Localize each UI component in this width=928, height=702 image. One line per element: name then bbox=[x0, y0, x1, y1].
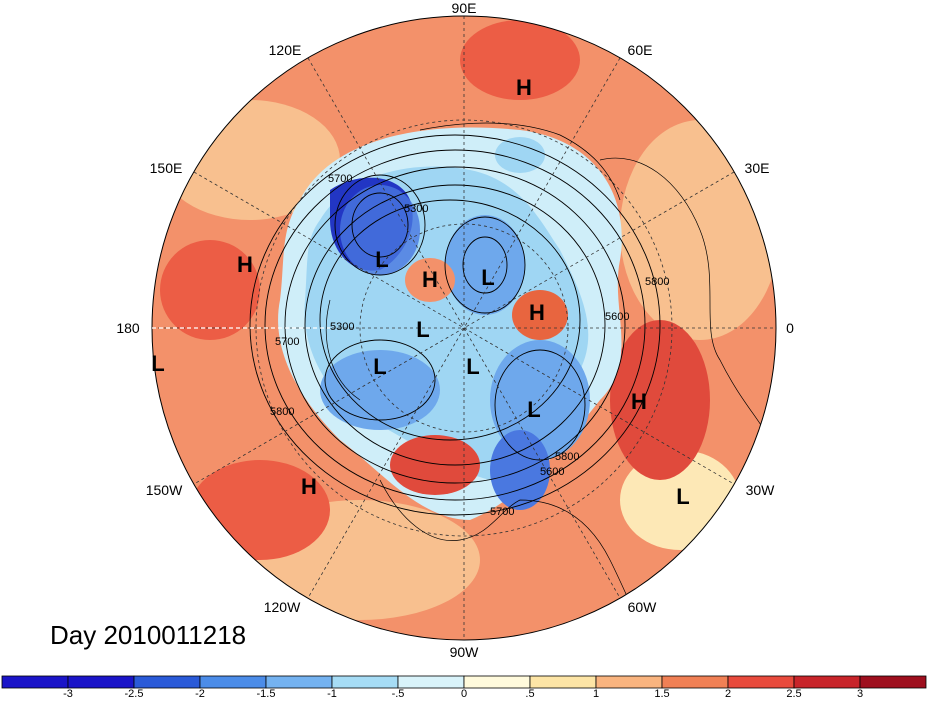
lon-label-150e: 150E bbox=[149, 160, 183, 176]
lon-label-90e: 90E bbox=[451, 0, 477, 16]
pressure-center-low: L bbox=[151, 351, 165, 376]
pressure-center-low: L bbox=[481, 265, 495, 290]
pressure-center-low: L bbox=[527, 397, 541, 422]
contour-label: 5600 bbox=[605, 311, 629, 323]
pressure-center-low: L bbox=[375, 247, 389, 272]
colorbar-segment bbox=[1, 675, 69, 689]
colorbar-tick-label: 2 bbox=[724, 688, 732, 700]
colorbar-segment bbox=[661, 675, 729, 689]
pressure-center-low: L bbox=[466, 354, 480, 379]
colorbar-segment bbox=[727, 675, 795, 689]
pressure-center-high: H bbox=[237, 252, 253, 277]
lon-label-180: 180 bbox=[116, 320, 140, 336]
contour-label: 5700 bbox=[328, 173, 352, 185]
colorbar-segment bbox=[265, 675, 333, 689]
colorbar-tick-label: -2.5 bbox=[124, 688, 144, 700]
anomaly-field bbox=[152, 16, 776, 640]
contour-label: 5300 bbox=[330, 321, 354, 333]
day-label: Day 2010011218 bbox=[50, 620, 247, 650]
lon-label-60w: 60W bbox=[627, 599, 657, 615]
pressure-center-low: L bbox=[416, 317, 430, 342]
colorbar-tick-label: .5 bbox=[525, 688, 535, 700]
colorbar-tick-label: 2.5 bbox=[786, 688, 802, 700]
lon-label-120e: 120E bbox=[268, 42, 302, 58]
colorbar-segment bbox=[793, 675, 861, 689]
colorbar-segment bbox=[331, 675, 399, 689]
contour-label: 5800 bbox=[645, 276, 669, 288]
colorbar-tick-label: 1.5 bbox=[654, 688, 670, 700]
colorbar-segment bbox=[859, 675, 927, 689]
lon-label-90w: 90W bbox=[449, 644, 479, 660]
lon-label-0: 0 bbox=[786, 320, 794, 336]
colorbar-segment bbox=[595, 675, 663, 689]
contour-label: 5700 bbox=[490, 506, 514, 518]
colorbar-segment bbox=[397, 675, 465, 689]
lon-label-60e: 60E bbox=[627, 42, 653, 58]
lon-label-30w: 30W bbox=[745, 482, 775, 498]
colorbar-tick-label: -1.5 bbox=[256, 688, 276, 700]
contour-label: 5700 bbox=[275, 336, 299, 348]
colorbar-tick-label: -2 bbox=[195, 688, 205, 700]
colorbar-tick-label: 1 bbox=[592, 688, 600, 700]
lon-label-150w: 150W bbox=[145, 482, 183, 498]
colorbar-segment bbox=[199, 675, 267, 689]
colorbar bbox=[1, 675, 927, 689]
colorbar-tick-label: 0 bbox=[460, 688, 468, 700]
contour-label: 5800 bbox=[270, 406, 294, 418]
colorbar-segment bbox=[463, 675, 531, 689]
pressure-center-high: H bbox=[301, 474, 317, 499]
colorbar-segment bbox=[529, 675, 597, 689]
colorbar-tick-label: -3 bbox=[63, 688, 73, 700]
lon-label-30e: 30E bbox=[744, 160, 770, 176]
pressure-center-low: L bbox=[676, 484, 690, 509]
colorbar-segment bbox=[133, 675, 201, 689]
colorbar-segment bbox=[67, 675, 135, 689]
contour-label: 5300 bbox=[404, 203, 428, 215]
pressure-center-high: H bbox=[516, 75, 532, 100]
colorbar-tick-label: 3 bbox=[856, 688, 864, 700]
colorbar-tick-label: -1 bbox=[327, 688, 337, 700]
lon-label-120w: 120W bbox=[263, 599, 301, 615]
pressure-center-low: L bbox=[373, 354, 387, 379]
colorbar-tick-label: -.5 bbox=[391, 688, 405, 700]
contour-label: 5800 bbox=[555, 451, 579, 463]
pressure-center-high: H bbox=[422, 267, 438, 292]
pressure-center-high: H bbox=[529, 300, 545, 325]
pressure-center-high: H bbox=[631, 389, 647, 414]
contour-label: 5600 bbox=[540, 466, 564, 478]
